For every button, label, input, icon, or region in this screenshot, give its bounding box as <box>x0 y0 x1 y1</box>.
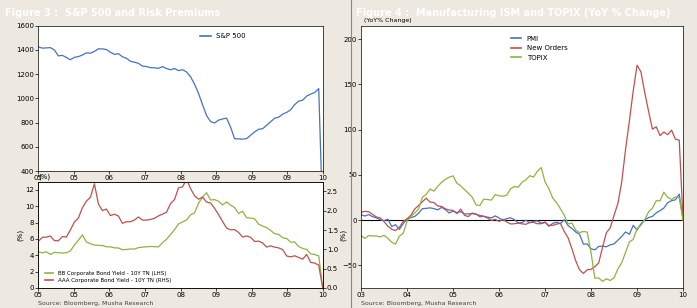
Text: Figure 4 :  Manufacturing ISM and TOPIX (YoY % Change): Figure 4 : Manufacturing ISM and TOPIX (… <box>355 8 671 18</box>
Y-axis label: (%): (%) <box>17 229 24 241</box>
Legend: PMI, New Orders, TOPIX: PMI, New Orders, TOPIX <box>510 34 569 62</box>
Text: (YoY% Change): (YoY% Change) <box>365 18 412 23</box>
Text: Source: Bloomberg, Musha Research: Source: Bloomberg, Musha Research <box>38 302 154 306</box>
Y-axis label: (%): (%) <box>339 229 346 241</box>
Legend: S&P 500: S&P 500 <box>199 32 247 41</box>
Text: (%): (%) <box>38 173 50 180</box>
Legend: BB Corporate Bond Yield - 10Y TN (LHS), AAA Corporate Bond Yield - 10Y TN (RHS): BB Corporate Bond Yield - 10Y TN (LHS), … <box>44 270 172 284</box>
Text: Figure 3 :  S&P 500 and Risk Premiums: Figure 3 : S&P 500 and Risk Premiums <box>6 8 220 18</box>
Text: Source: Bloomberg, Musha Research: Source: Bloomberg, Musha Research <box>361 302 477 306</box>
